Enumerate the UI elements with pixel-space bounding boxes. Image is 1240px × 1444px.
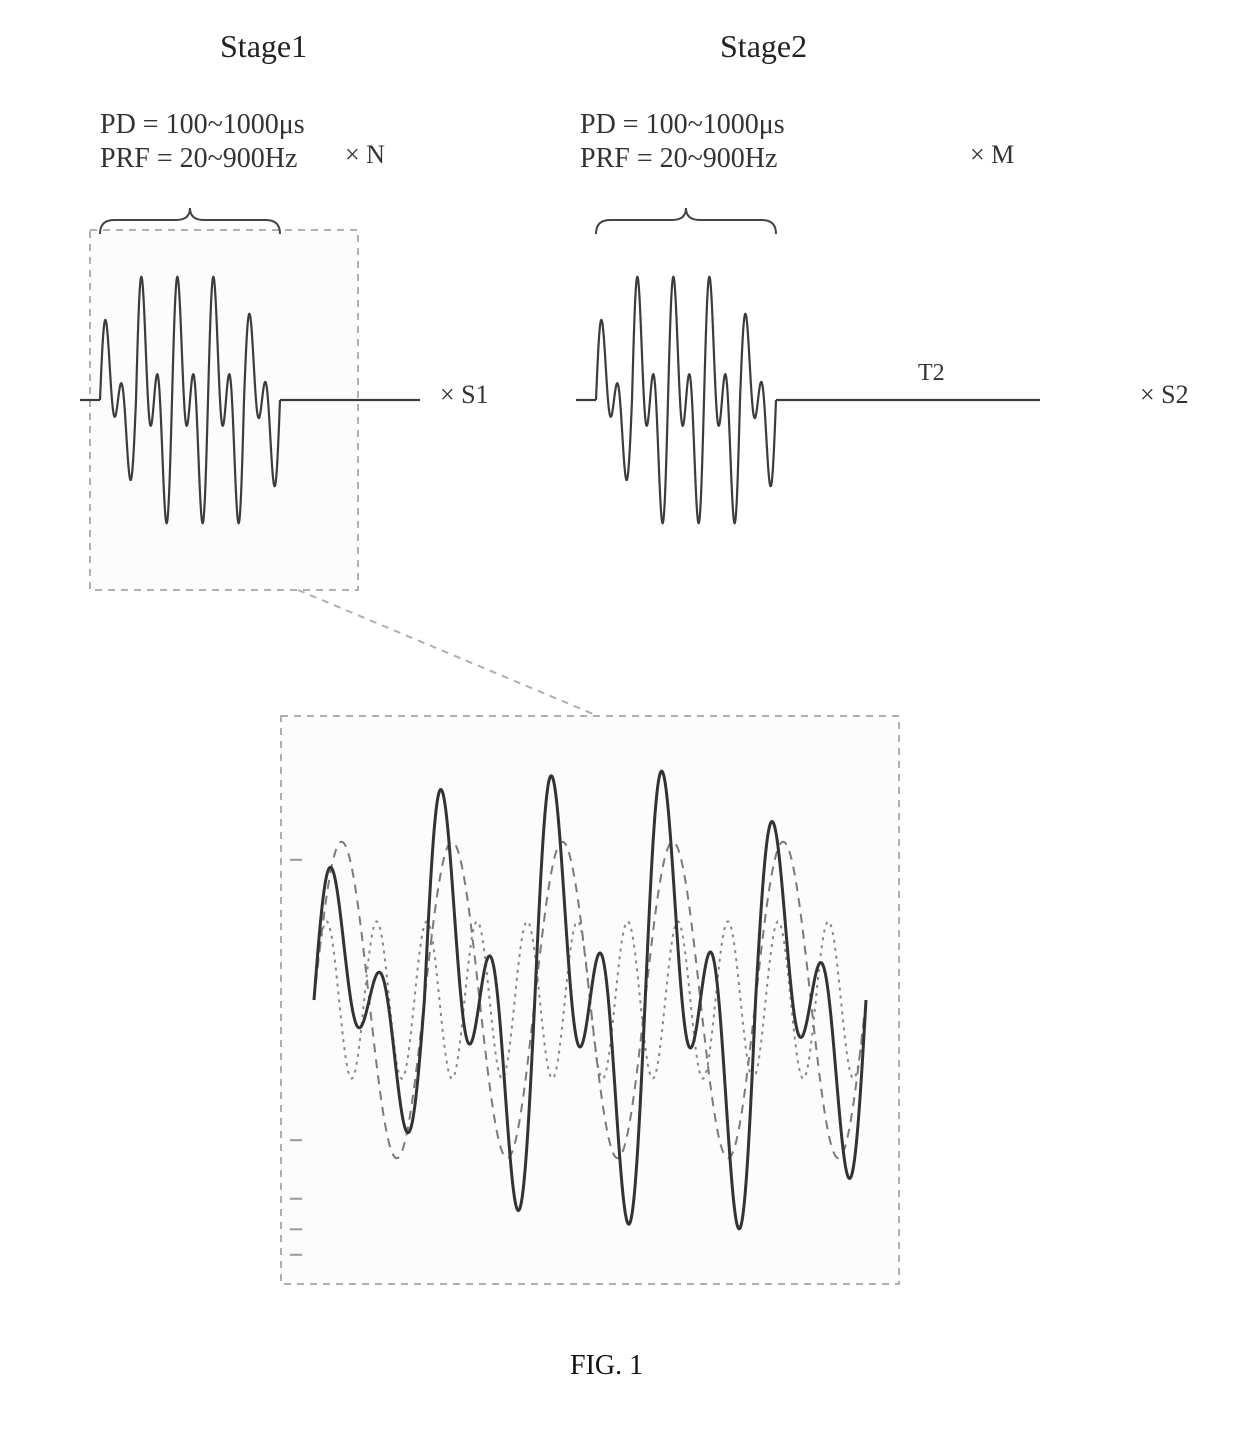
zoom-waveform-panel <box>280 715 900 1285</box>
figure-page: Stage1 Stage2 PD = 100~1000μs PRF = 20~9… <box>0 0 1240 1444</box>
